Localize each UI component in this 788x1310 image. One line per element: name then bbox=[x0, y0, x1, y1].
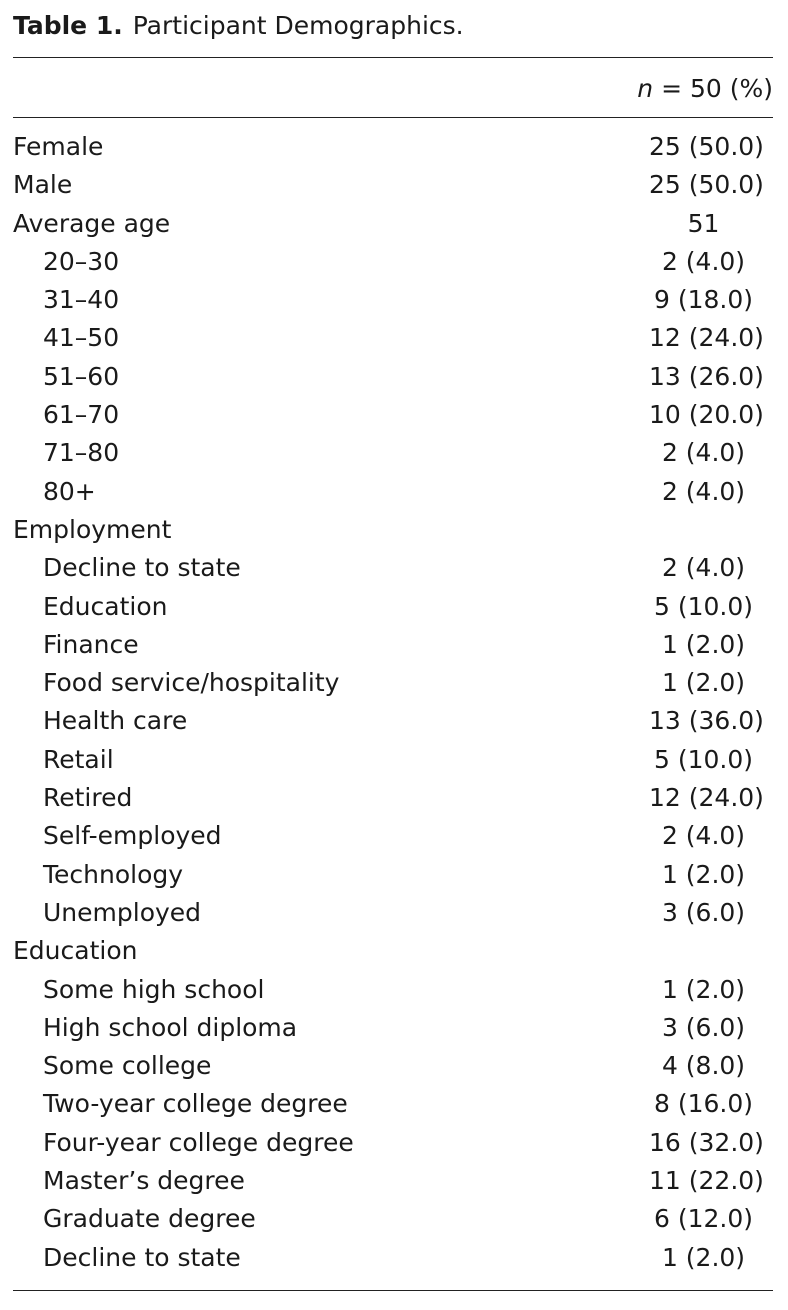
row-value: 1 (2.0) bbox=[661, 974, 746, 1004]
row-label: Unemployed bbox=[43, 897, 202, 927]
table-row: Finance 1 (2.0) bbox=[13, 626, 758, 664]
table-row: Health care 13 (36.0) bbox=[13, 702, 764, 740]
row-label: 61–70 bbox=[43, 400, 120, 430]
table-row: Master’s degree 11 (22.0) bbox=[13, 1162, 764, 1200]
table-row: Four-year college degree 16 (32.0) bbox=[13, 1124, 764, 1162]
table-row: Self-employed 2 (4.0) bbox=[13, 817, 758, 855]
row-value: 10 (20.0) bbox=[649, 400, 764, 430]
row-value: 12 (24.0) bbox=[649, 783, 764, 813]
row-value: 25 (50.0) bbox=[649, 170, 764, 200]
column-header-rest: = 50 (%) bbox=[653, 74, 773, 103]
table-row: Unemployed 3 (6.0) bbox=[13, 894, 758, 932]
header-rule bbox=[13, 117, 773, 118]
table-row: Male 25 (50.0) bbox=[13, 166, 764, 204]
table-row: 71–80 2 (4.0) bbox=[13, 434, 758, 472]
row-label: Retail bbox=[43, 744, 114, 774]
table-row: 31–40 9 (18.0) bbox=[13, 281, 758, 319]
row-value: 9 (18.0) bbox=[653, 285, 754, 315]
row-label: Education bbox=[43, 591, 168, 621]
column-header: n = 50 (%) bbox=[637, 72, 773, 106]
row-label: Food service/hospitality bbox=[43, 668, 340, 698]
row-value: 5 (10.0) bbox=[653, 744, 754, 774]
row-value: 51 bbox=[687, 208, 720, 238]
row-label: Some college bbox=[43, 1051, 212, 1081]
table-row: 61–70 10 (20.0) bbox=[13, 396, 764, 434]
table-row: 80+ 2 (4.0) bbox=[13, 473, 758, 511]
row-label: 71–80 bbox=[43, 438, 120, 468]
table-title: Participant Demographics. bbox=[132, 11, 464, 40]
table-row: Two-year college degree 8 (16.0) bbox=[13, 1085, 758, 1123]
row-label: Finance bbox=[43, 629, 139, 659]
row-label: Decline to state bbox=[43, 553, 241, 583]
row-value: 6 (12.0) bbox=[653, 1204, 754, 1234]
row-label: Graduate degree bbox=[43, 1204, 256, 1234]
row-label: Education bbox=[13, 936, 138, 966]
row-label: 41–50 bbox=[43, 323, 120, 353]
table-row: High school diploma 3 (6.0) bbox=[13, 1009, 758, 1047]
table-body: Female 25 (50.0) Male 25 (50.0) Average age 5… bbox=[13, 128, 764, 1277]
table-caption: Table 1. Participant Demographics. bbox=[13, 10, 464, 42]
row-label: Employment bbox=[13, 514, 172, 544]
row-label: Self-employed bbox=[43, 821, 222, 851]
column-header-n: n bbox=[637, 74, 654, 103]
table-row: Graduate degree 6 (12.0) bbox=[13, 1200, 758, 1238]
row-label: Female bbox=[13, 132, 104, 161]
row-value: 4 (8.0) bbox=[661, 1051, 746, 1081]
row-label: 31–40 bbox=[43, 285, 120, 315]
table-row: Decline to state 2 (4.0) bbox=[13, 549, 758, 587]
row-label: 20–30 bbox=[43, 246, 120, 276]
row-label: Decline to state bbox=[43, 1242, 241, 1272]
row-value: 13 (26.0) bbox=[649, 361, 764, 391]
row-label: 80+ bbox=[43, 476, 96, 506]
row-label: High school diploma bbox=[43, 1012, 298, 1042]
table-row: Retail 5 (10.0) bbox=[13, 741, 758, 779]
table-row: Technology 1 (2.0) bbox=[13, 856, 758, 894]
row-value: 13 (36.0) bbox=[649, 706, 764, 736]
row-value: 1 (2.0) bbox=[661, 668, 746, 698]
row-value: 11 (22.0) bbox=[649, 1166, 764, 1196]
table-row: 51–60 13 (26.0) bbox=[13, 358, 764, 396]
top-rule bbox=[13, 57, 773, 58]
row-value: 2 (4.0) bbox=[661, 476, 746, 506]
row-value: 2 (4.0) bbox=[661, 438, 746, 468]
row-label: Two-year college degree bbox=[43, 1089, 348, 1119]
table-row: 20–30 2 (4.0) bbox=[13, 243, 758, 281]
row-value: 3 (6.0) bbox=[661, 1012, 746, 1042]
table-row: Employment bbox=[13, 511, 758, 549]
table-row: Retired 12 (24.0) bbox=[13, 779, 764, 817]
row-value: 1 (2.0) bbox=[661, 1242, 746, 1272]
row-value: 8 (16.0) bbox=[653, 1089, 754, 1119]
row-value: 1 (2.0) bbox=[661, 859, 746, 889]
table-row: Average age 51 bbox=[13, 205, 758, 243]
table-row: Decline to state 1 (2.0) bbox=[13, 1239, 758, 1277]
row-label: Master’s degree bbox=[43, 1166, 245, 1196]
table-row: Some high school 1 (2.0) bbox=[13, 971, 758, 1009]
table-row: Education bbox=[13, 932, 758, 970]
row-label: Male bbox=[13, 170, 73, 200]
row-value: 2 (4.0) bbox=[661, 246, 746, 276]
row-label: Some high school bbox=[43, 974, 265, 1004]
bottom-rule bbox=[13, 1290, 773, 1291]
table-row: Food service/hospitality 1 (2.0) bbox=[13, 664, 758, 702]
table-label: Table 1. bbox=[13, 11, 123, 40]
table-row: Some college 4 (8.0) bbox=[13, 1047, 758, 1085]
table-row: 41–50 12 (24.0) bbox=[13, 319, 764, 357]
row-label: Average age bbox=[13, 208, 171, 238]
row-value: 5 (10.0) bbox=[653, 591, 754, 621]
row-value: 1 (2.0) bbox=[661, 629, 746, 659]
table-row: Education 5 (10.0) bbox=[13, 588, 758, 626]
row-value: 16 (32.0) bbox=[649, 1127, 764, 1157]
row-label: Retired bbox=[43, 783, 133, 813]
row-label: Health care bbox=[43, 706, 188, 736]
row-value: 2 (4.0) bbox=[661, 821, 746, 851]
table-row: Female 25 (50.0) bbox=[13, 128, 764, 166]
row-value: 12 (24.0) bbox=[649, 323, 764, 353]
row-label: Four-year college degree bbox=[43, 1127, 354, 1157]
row-value: 3 (6.0) bbox=[661, 897, 746, 927]
row-label: Technology bbox=[43, 859, 184, 889]
row-value: 25 (50.0) bbox=[649, 132, 764, 161]
row-value: 2 (4.0) bbox=[661, 553, 746, 583]
row-label: 51–60 bbox=[43, 361, 120, 391]
